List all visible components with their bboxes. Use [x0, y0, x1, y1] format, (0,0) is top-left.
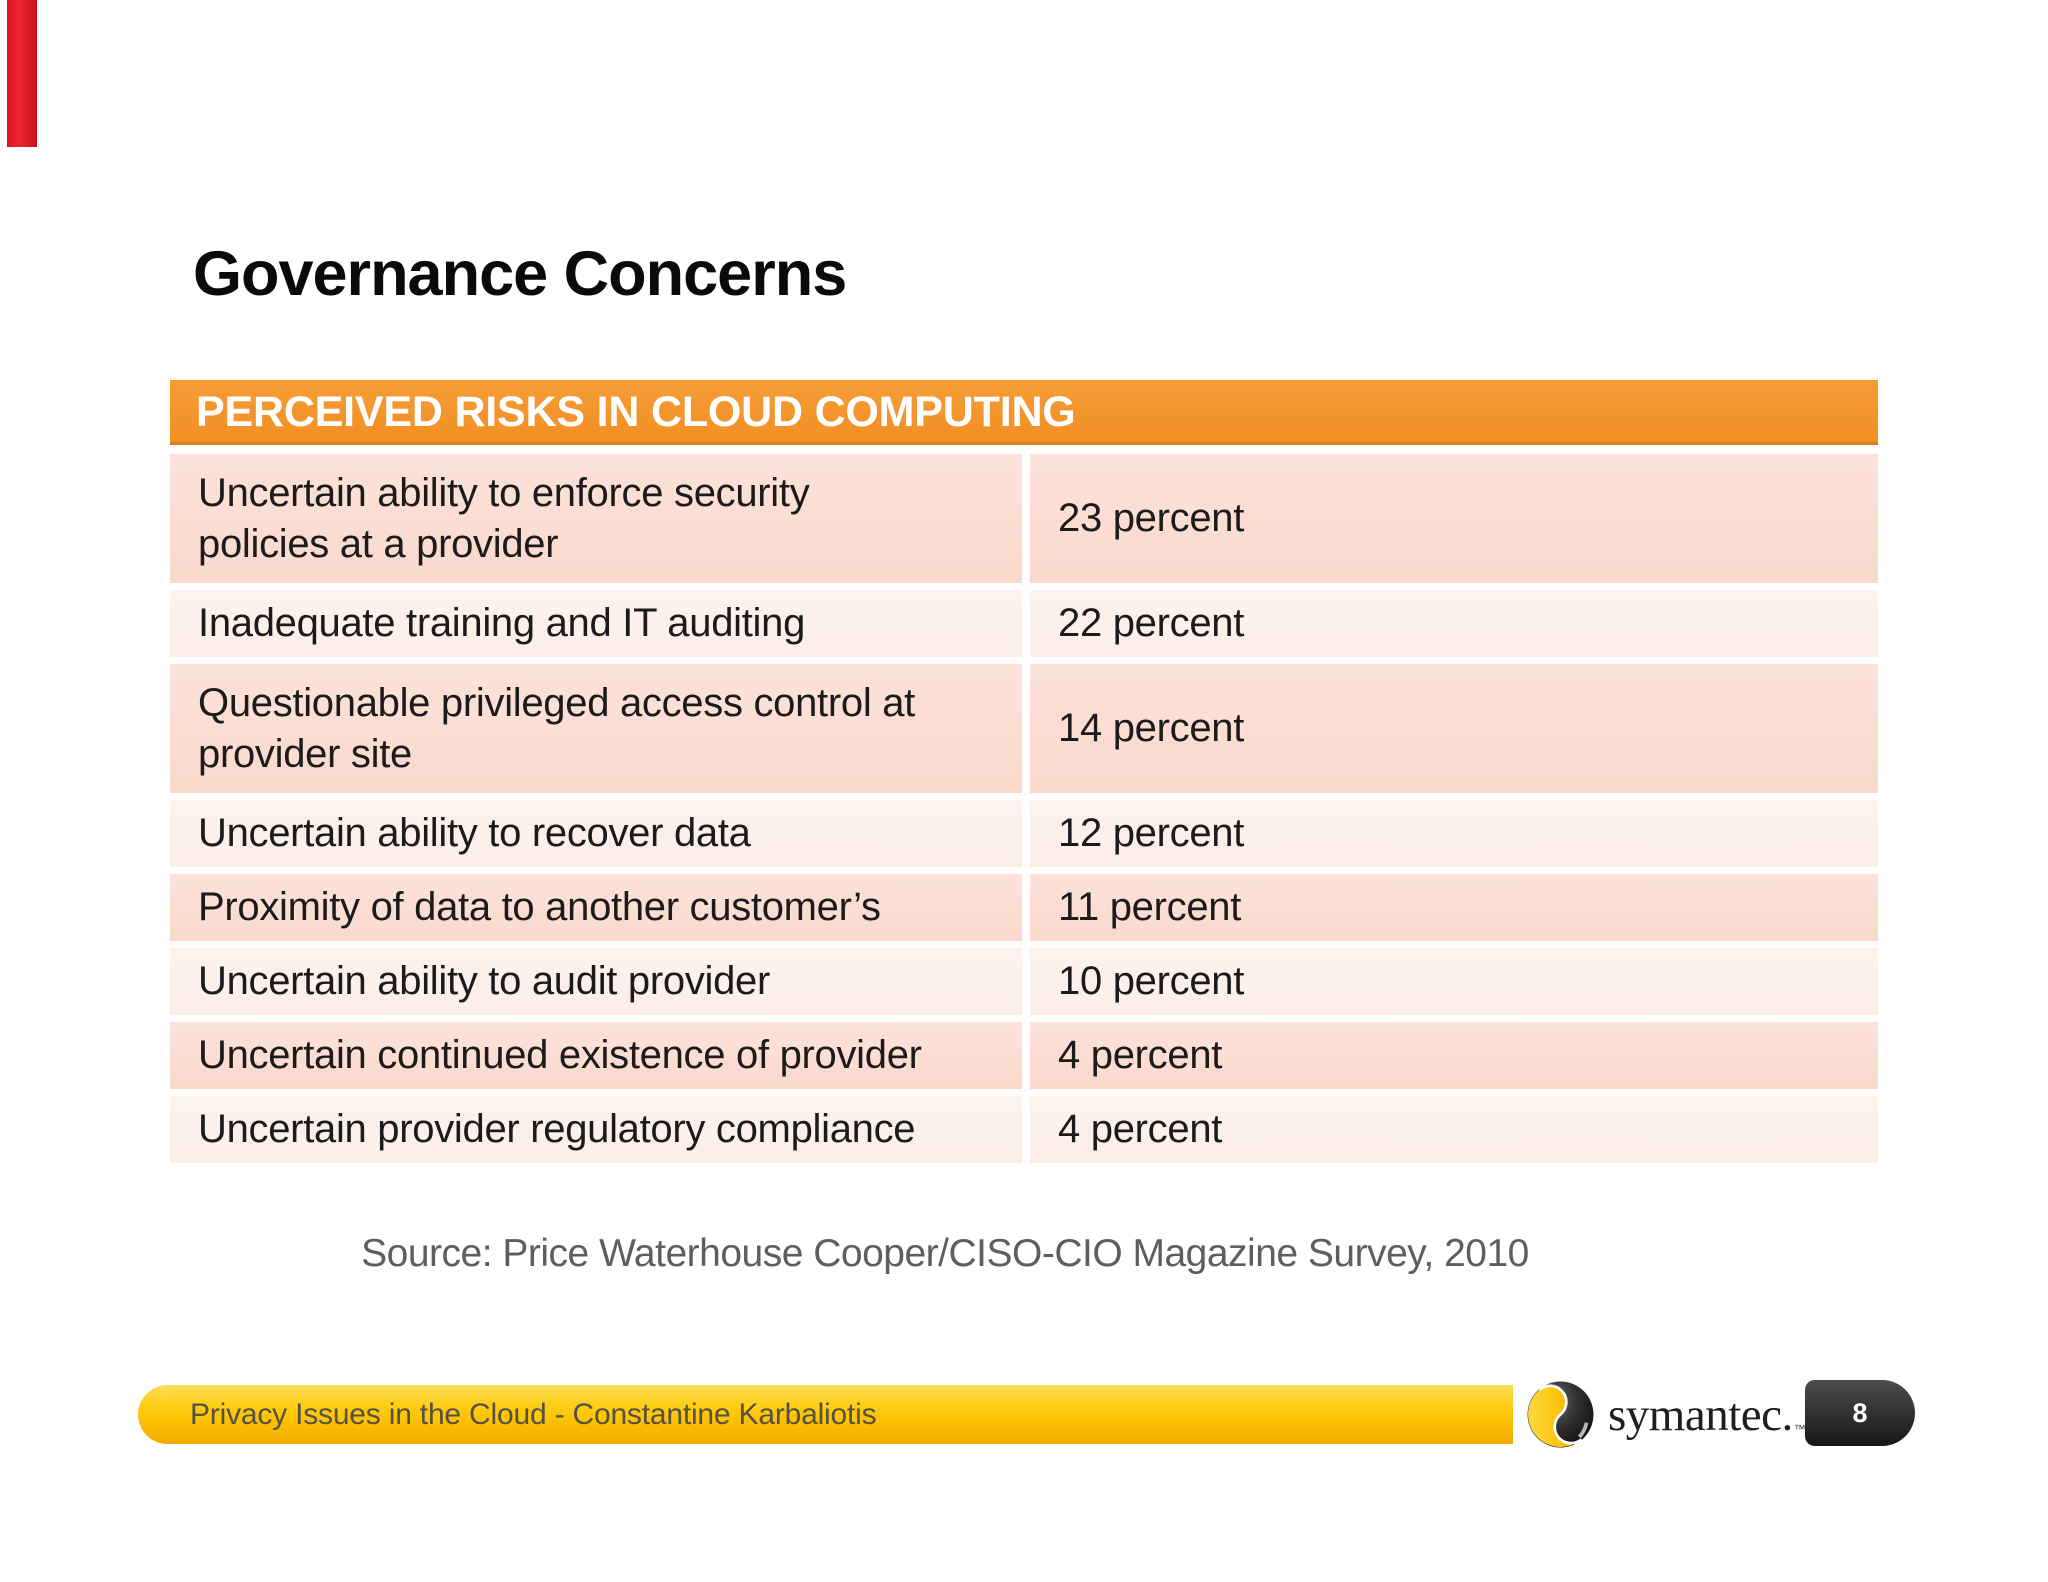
risk-percentage: 12 percent: [1030, 800, 1878, 867]
risk-percentage: 23 percent: [1030, 454, 1878, 583]
risk-label: Proximity of data to another customer’s: [170, 874, 1022, 941]
table-row: Uncertain provider regulatory compliance…: [170, 1096, 1878, 1163]
table-header: PERCEIVED RISKS IN CLOUD COMPUTING: [170, 380, 1878, 445]
risk-percentage: 4 percent: [1030, 1096, 1878, 1163]
trademark-symbol: ™: [1793, 1422, 1806, 1436]
risk-percentage: 4 percent: [1030, 1022, 1878, 1089]
symantec-wordmark: symantec.: [1608, 1388, 1793, 1441]
footer-title: Privacy Issues in the Cloud - Constantin…: [190, 1397, 877, 1431]
risk-label: Uncertain ability to audit provider: [170, 948, 1022, 1015]
table-row: Uncertain ability to recover data 12 perc…: [170, 800, 1878, 867]
risk-percentage: 10 percent: [1030, 948, 1878, 1015]
table-row: Questionable privileged access control a…: [170, 664, 1878, 793]
table-row: Inadequate training and IT auditing 22 pe…: [170, 590, 1878, 657]
risk-label: Uncertain ability to recover data: [170, 800, 1022, 867]
risk-label: Uncertain continued existence of provide…: [170, 1022, 1022, 1089]
table-row: Uncertain ability to audit provider 10 pe…: [170, 948, 1878, 1015]
risk-label: Inadequate training and IT auditing: [170, 590, 1022, 657]
table-row: Proximity of data to another customer’s 1…: [170, 874, 1878, 941]
risk-percentage: 11 percent: [1030, 874, 1878, 941]
risk-percentage: 14 percent: [1030, 664, 1878, 793]
page-number-badge: 8: [1805, 1380, 1915, 1446]
table-row: Uncertain continued existence of provide…: [170, 1022, 1878, 1089]
symantec-logo-icon: [1527, 1381, 1594, 1448]
risks-table: PERCEIVED RISKS IN CLOUD COMPUTING Uncer…: [170, 380, 1878, 1170]
page-title: Governance Concerns: [193, 239, 847, 309]
risk-label: Uncertain ability to enforce security po…: [170, 454, 1022, 583]
footer-bar: Privacy Issues in the Cloud - Constantin…: [138, 1385, 1513, 1444]
risk-label: Uncertain provider regulatory compliance: [170, 1096, 1022, 1163]
source-citation: Source: Price Waterhouse Cooper/CISO-CIO…: [361, 1232, 1529, 1275]
symantec-brand: symantec. ™: [1527, 1381, 1806, 1448]
table-row: Uncertain ability to enforce security po…: [170, 454, 1878, 583]
table-body: Uncertain ability to enforce security po…: [170, 454, 1878, 1163]
risk-label: Questionable privileged access control a…: [170, 664, 1022, 793]
red-accent-bar: [7, 0, 37, 147]
risk-percentage: 22 percent: [1030, 590, 1878, 657]
